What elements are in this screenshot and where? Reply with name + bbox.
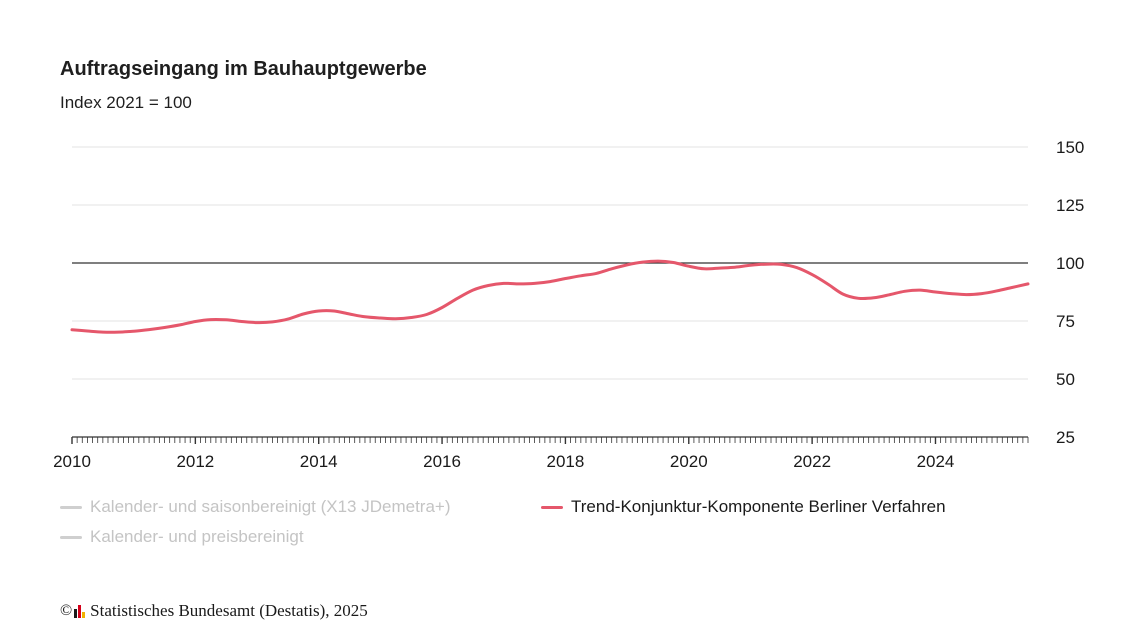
y-tick-label-100: 100 — [1056, 254, 1084, 273]
y-tick-label-50: 50 — [1056, 370, 1075, 389]
y-tick-label-125: 125 — [1056, 196, 1084, 215]
x-tick-label-2010: 2010 — [53, 452, 91, 471]
source-footer: © Statistisches Bundesamt (Destatis), 20… — [60, 601, 368, 621]
y-tick-label-150: 150 — [1056, 138, 1084, 157]
source-text: Statistisches Bundesamt (Destatis), 2025 — [90, 601, 368, 620]
y-tick-label-25: 25 — [1056, 428, 1075, 447]
x-tick-label-2018: 2018 — [547, 452, 585, 471]
x-tick-label-2012: 2012 — [176, 452, 214, 471]
legend-swatch-preisbereinigt — [60, 535, 82, 539]
copyright-symbol: © — [60, 602, 73, 619]
legend-item-saisonbereinigt[interactable]: Kalender- und saisonbereinigt (X13 JDeme… — [60, 497, 451, 517]
x-tick-label-2022: 2022 — [793, 452, 831, 471]
legend-item-preisbereinigt[interactable]: Kalender- und preisbereinigt — [60, 527, 304, 547]
chart-subtitle: Index 2021 = 100 — [60, 93, 192, 112]
line-chart: 25 50 75 100 125 150 2010 2012 2014 2016 2018 2020 2… — [53, 138, 1084, 471]
x-tick-label-2024: 2024 — [917, 452, 955, 471]
legend-item-trend[interactable]: Trend-Konjunktur-Komponente Berliner Ver… — [541, 497, 946, 517]
x-tick-label-2020: 2020 — [670, 452, 708, 471]
legend-swatch-saisonbereinigt — [60, 505, 82, 509]
legend-label-preisbereinigt: Kalender- und preisbereinigt — [90, 527, 304, 546]
y-tick-label-75: 75 — [1056, 312, 1075, 331]
series-line-trend — [70, 259, 1030, 334]
x-tick-label-2014: 2014 — [300, 452, 338, 471]
x-tick-label-2016: 2016 — [423, 452, 461, 471]
legend-swatch-trend — [541, 505, 563, 509]
legend-label-saisonbereinigt: Kalender- und saisonbereinigt (X13 JDeme… — [90, 497, 451, 516]
legend-label-trend: Trend-Konjunktur-Komponente Berliner Ver… — [571, 497, 946, 516]
chart-title: Auftragseingang im Bauhauptgewerbe — [60, 58, 427, 80]
destatis-logo-icon — [74, 604, 86, 618]
